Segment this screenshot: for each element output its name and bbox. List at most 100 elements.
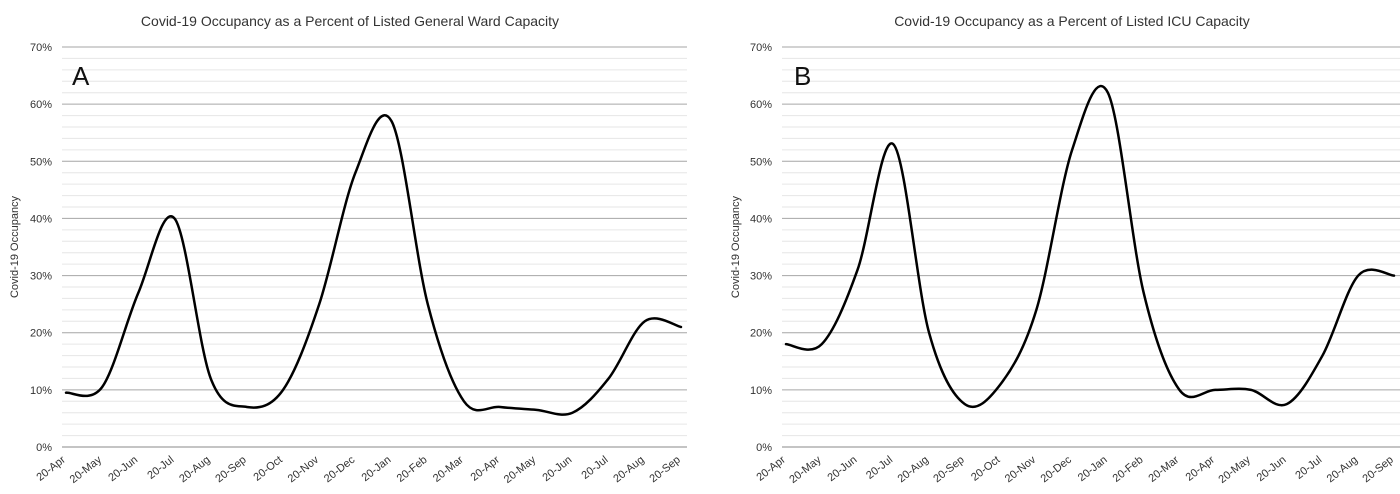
chart-a-data-point: [209, 377, 212, 380]
chart-a-data-point: [173, 217, 176, 220]
chart-a-data-point: [571, 411, 574, 414]
chart-a-y-axis-label: Covid-19 Occupancy: [9, 195, 21, 298]
chart-a-data-point: [318, 303, 321, 306]
chart-b-data-point: [1250, 388, 1252, 391]
chart-b-x-tick-label: 20-Sep: [931, 454, 966, 485]
chart-b-y-tick-label: 50%: [750, 156, 772, 168]
chart-b-x-tick-label: 20-Jul: [864, 454, 895, 482]
chart-a-x-tick-label: 20-Sep: [647, 454, 682, 485]
chart-b-y-tick-label: 10%: [750, 385, 772, 397]
chart-b-data-point: [1285, 403, 1288, 406]
chart-b-data-point: [928, 331, 930, 334]
chart-b-data-point: [1142, 291, 1145, 294]
chart-a-data-point: [137, 291, 140, 294]
chart-a-y-tick-label: 40%: [30, 213, 52, 225]
chart-a-data-point: [535, 408, 538, 411]
chart-a-data-point: [390, 120, 393, 123]
chart-b-data-point: [1393, 274, 1395, 277]
chart-b-title: Covid-19 Occupancy as a Percent of Liste…: [894, 13, 1250, 29]
chart-a-y-tick-label: 30%: [30, 271, 52, 283]
chart-a-title: Covid-19 Occupancy as a Percent of Liste…: [141, 13, 559, 29]
chart-a-x-tick-label: 20-Dec: [322, 454, 358, 486]
chart-b-x-tick-label: 20-Mar: [1146, 454, 1181, 485]
chart-b-x-tick-label: 20-Apr: [1184, 454, 1218, 484]
chart-b-x-tick-label: 20-Aug: [1325, 454, 1360, 485]
chart-a-data-point: [101, 386, 104, 388]
chart-b-data-point: [1035, 308, 1038, 311]
chart-b-y-tick-label: 20%: [750, 328, 772, 340]
chart-b-y-axis-label: Covid-19 Occupancy: [730, 195, 742, 298]
chart-a-x-tick-label: 20-Nov: [286, 454, 322, 486]
chart-b-x-tick-label: 20-Jun: [825, 454, 859, 484]
chart-b-series-line: [784, 84, 1396, 409]
chart-a-x-tick-label: 20-Sep: [213, 454, 248, 485]
chart-b: 0%10%20%30%40%50%60%70%20-Apr 20-May 20-Ju…: [730, 13, 1400, 486]
chart-b-data-point: [963, 403, 966, 406]
chart-b-x-tick-label: 20-May: [1216, 454, 1253, 486]
chart-b-data-point: [785, 343, 787, 346]
chart-a-data-point: [607, 377, 610, 380]
chart-b-x-tick-label: 20-Feb: [1111, 454, 1146, 485]
chart-b-x-tick-label: 20-Aug: [896, 454, 931, 485]
chart-a-data-point: [354, 171, 357, 174]
chart-a-x-tick-label: 20-May: [502, 454, 539, 486]
chart-a-panel-label: A: [72, 61, 90, 91]
chart-b-panel-label: B: [794, 61, 811, 91]
chart-b-data-point: [856, 268, 859, 271]
chart-a-y-tick-label: 10%: [30, 385, 52, 397]
chart-a: 0%10%20%30%40%50%60%70%20-Apr 20-May 20-Ju…: [9, 13, 687, 486]
chart-a-y-tick-label: 60%: [30, 99, 52, 111]
chart-a-x-tick-label: 20-Feb: [395, 454, 430, 485]
chart-a-y-tick-label: 20%: [30, 328, 52, 340]
chart-a-x-tick-label: 20-Apr: [34, 454, 68, 484]
chart-a-x-tick-label: 20-Jan: [360, 454, 394, 484]
chart-b-x-tick-label: 20-Nov: [1003, 454, 1039, 486]
chart-b-y-tick-label: 60%: [750, 99, 772, 111]
chart-a-data-point: [499, 406, 502, 408]
chart-b-data-point: [1357, 274, 1360, 277]
chart-b-data-point: [1178, 388, 1181, 391]
chart-b-data-point: [1321, 354, 1324, 357]
chart-a-y-tick-label: 50%: [30, 156, 52, 168]
chart-b-x-tick-label: 20-Jul: [1293, 454, 1324, 482]
chart-a-x-tick-label: 20-Aug: [177, 454, 212, 485]
chart-b-data-point: [1071, 148, 1074, 151]
chart-b-x-tick-label: 20-Sep: [1360, 454, 1395, 485]
chart-a-x-tick-label: 20-May: [68, 454, 105, 486]
chart-a-data-point: [426, 303, 429, 306]
chart-a-x-tick-label: 20-Mar: [431, 454, 466, 485]
chart-b-x-tick-label: 20-Apr: [754, 454, 788, 484]
chart-a-data-point: [65, 391, 67, 394]
chart-b-data-point: [1214, 388, 1217, 391]
chart-b-y-tick-label: 40%: [750, 213, 772, 225]
chart-b-data-point: [820, 343, 823, 346]
chart-b-x-tick-label: 20-May: [787, 454, 824, 486]
chart-b-y-tick-label: 30%: [750, 271, 772, 283]
chart-a-y-tick-label: 70%: [30, 42, 52, 54]
chart-a-x-tick-label: 20-Aug: [611, 454, 646, 485]
chart-a-x-tick-label: 20-Jul: [145, 454, 176, 482]
chart-b-x-tick-label: 20-Jan: [1076, 454, 1110, 484]
chart-a-data-point: [282, 388, 284, 391]
chart-b-data-point: [892, 143, 895, 146]
chart-a-x-tick-label: 20-Oct: [252, 454, 285, 484]
chart-a-data-point: [245, 406, 248, 408]
chart-b-y-tick-label: 70%: [750, 42, 772, 54]
chart-b-data-point: [999, 383, 1002, 386]
chart-a-x-tick-label: 20-Jul: [579, 454, 610, 482]
chart-a-data-point: [680, 326, 682, 328]
chart-a-series-line: [64, 114, 683, 416]
chart-a-data-point: [643, 320, 646, 323]
chart-a-x-tick-label: 20-Jun: [540, 454, 574, 484]
chart-a-y-tick-label: 0%: [36, 442, 52, 454]
chart-b-x-tick-label: 20-Dec: [1039, 454, 1075, 486]
chart-a-x-tick-label: 20-Jun: [106, 454, 140, 484]
chart-a-x-tick-label: 20-Apr: [469, 454, 503, 484]
chart-b-x-tick-label: 20-Oct: [969, 454, 1002, 484]
chart-a-data-point: [463, 400, 465, 403]
chart-b-y-tick-label: 0%: [756, 442, 772, 454]
chart-b-x-tick-label: 20-Jun: [1255, 454, 1289, 484]
chart-b-data-point: [1106, 91, 1109, 94]
